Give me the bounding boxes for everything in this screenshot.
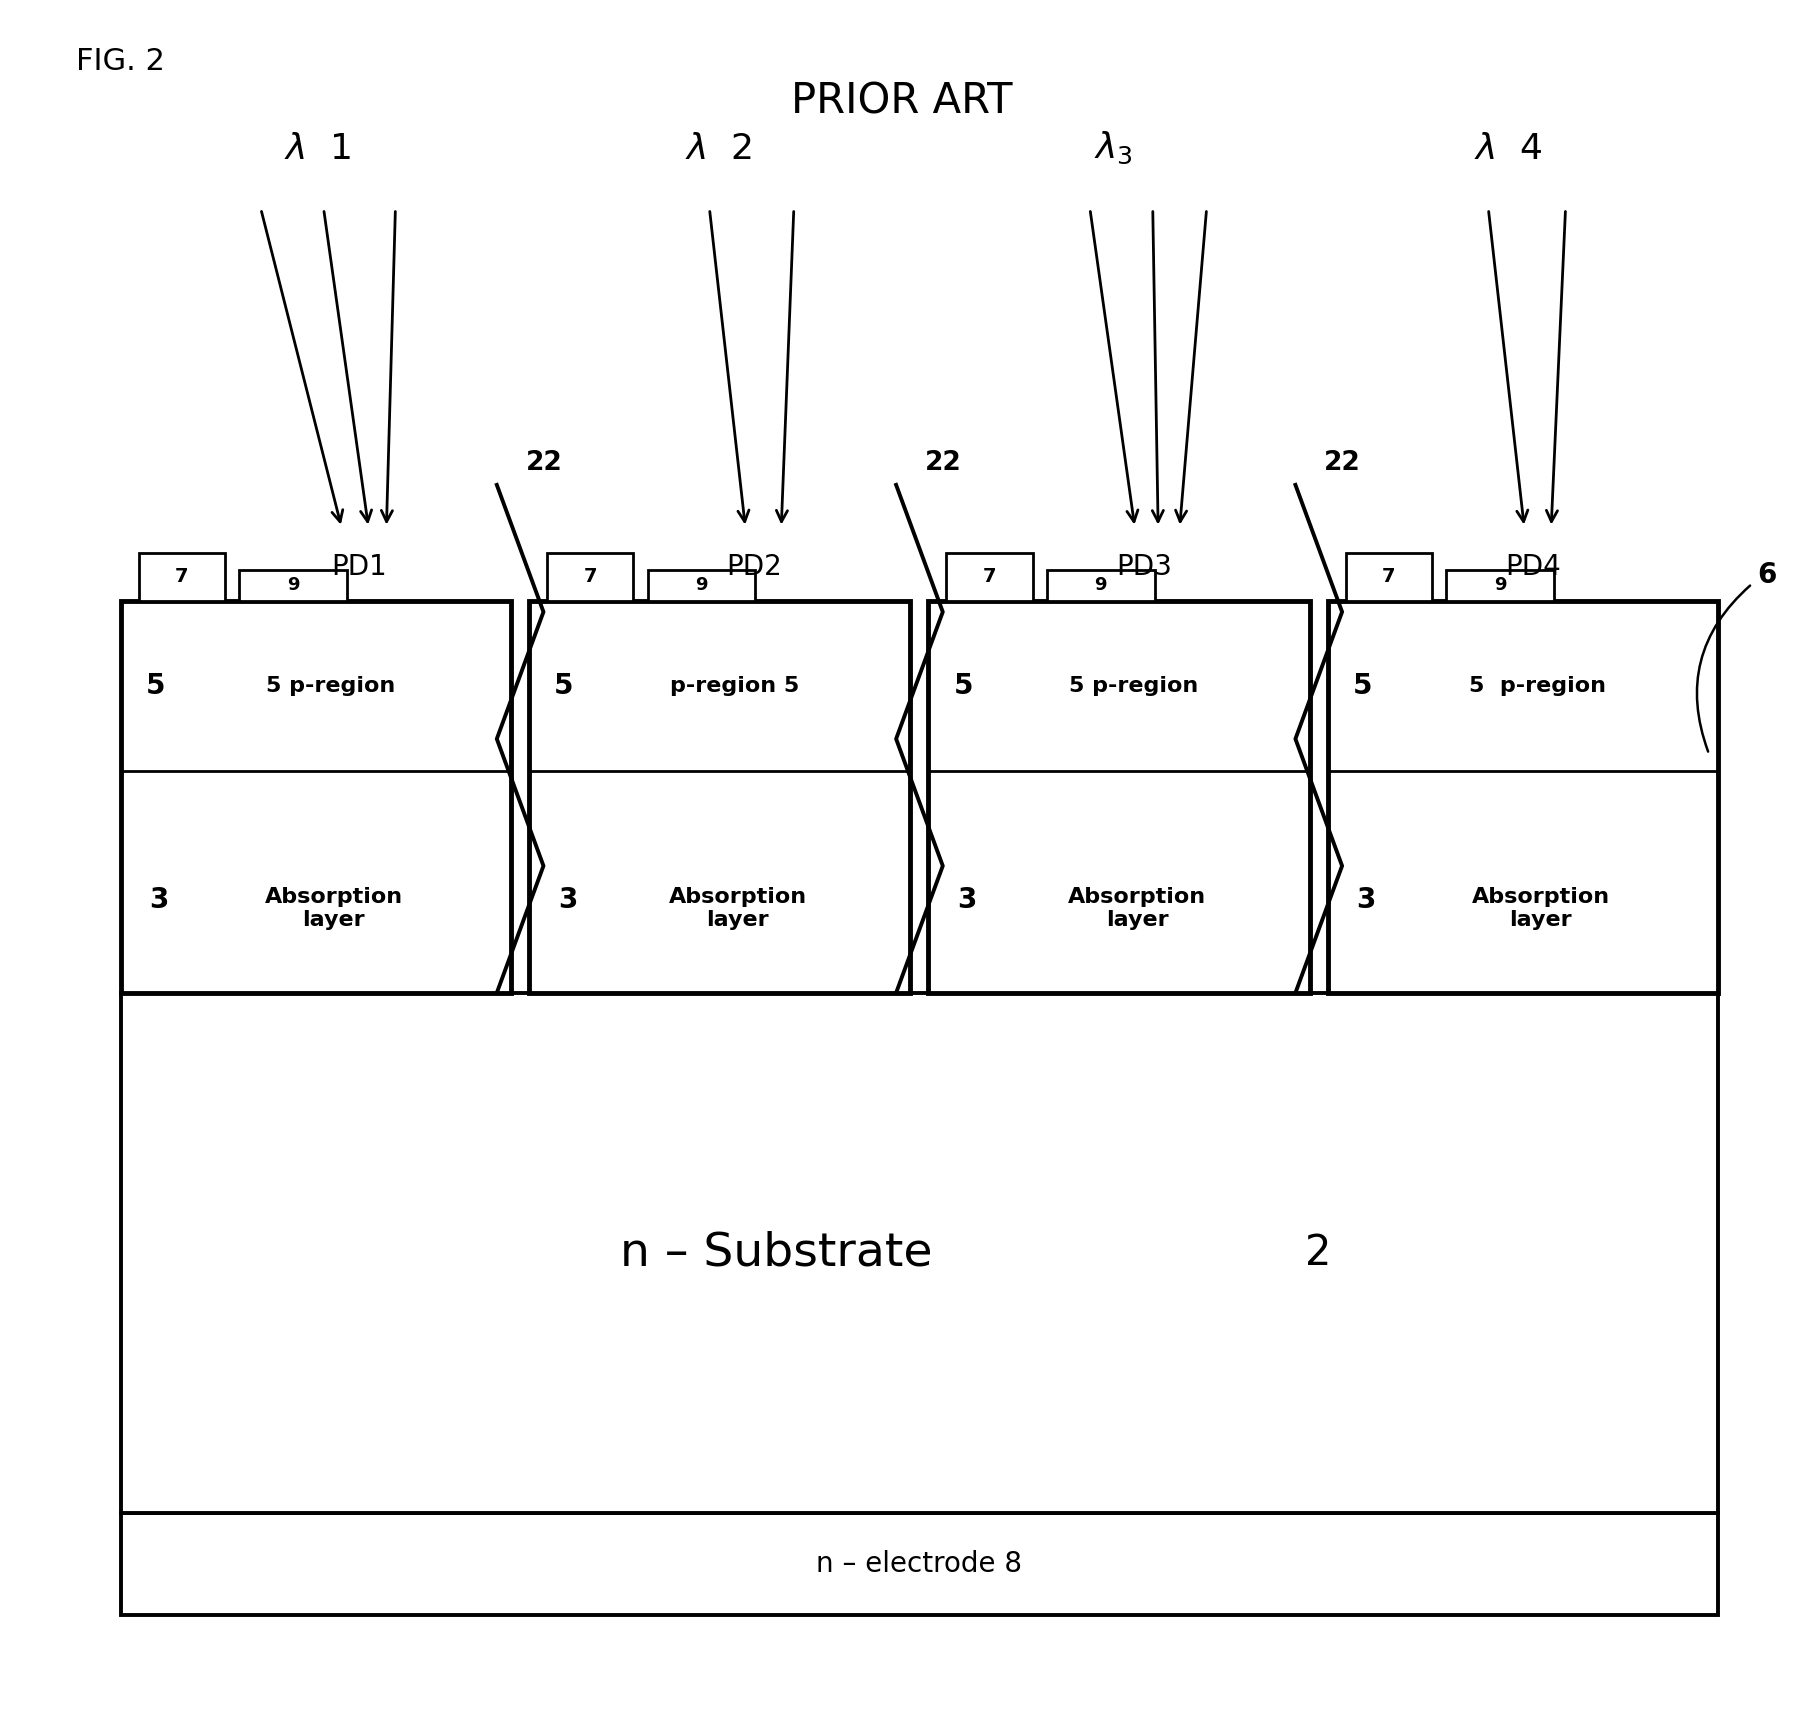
Text: PD1: PD1: [332, 553, 388, 581]
Text: Absorption
layer: Absorption layer: [1067, 887, 1206, 930]
Bar: [1327, 601, 1718, 994]
Text: Absorption
layer: Absorption layer: [669, 887, 806, 930]
Text: PD4: PD4: [1506, 553, 1561, 581]
Text: n – electrode 8: n – electrode 8: [817, 1550, 1022, 1578]
Text: $\lambda_3$: $\lambda_3$: [1094, 130, 1132, 166]
Text: 7: 7: [1383, 567, 1396, 586]
Text: 5  p-region: 5 p-region: [1469, 677, 1606, 695]
Bar: [1345, 553, 1432, 601]
Bar: [947, 553, 1033, 601]
Text: 7: 7: [584, 567, 597, 586]
Text: 5 p-region: 5 p-region: [265, 677, 395, 695]
Text: 9: 9: [696, 577, 707, 594]
Text: 6: 6: [1758, 562, 1778, 589]
Text: $\lambda$  1: $\lambda$ 1: [285, 132, 352, 166]
Text: 3: 3: [150, 886, 169, 913]
Text: 9: 9: [287, 577, 299, 594]
Bar: [1446, 570, 1554, 601]
Bar: [139, 553, 225, 601]
Text: 3: 3: [957, 886, 977, 913]
Bar: [546, 553, 633, 601]
Bar: [1048, 570, 1154, 601]
Text: 2: 2: [1305, 1232, 1332, 1274]
Text: PD2: PD2: [727, 553, 783, 581]
Text: 3: 3: [1356, 886, 1376, 913]
Text: 22: 22: [1323, 451, 1361, 476]
Text: p-region 5: p-region 5: [669, 677, 799, 695]
Text: 5: 5: [146, 671, 166, 701]
Text: Absorption
layer: Absorption layer: [1471, 887, 1610, 930]
Text: 9: 9: [1094, 577, 1107, 594]
Bar: [647, 570, 755, 601]
Text: 5: 5: [1352, 671, 1372, 701]
Text: 3: 3: [557, 886, 577, 913]
Bar: [121, 1513, 1718, 1615]
Text: 7: 7: [983, 567, 997, 586]
Text: PRIOR ART: PRIOR ART: [792, 81, 1011, 123]
Text: Absorption
layer: Absorption layer: [265, 887, 404, 930]
Text: 5 p-region: 5 p-region: [1069, 677, 1197, 695]
Bar: [528, 601, 911, 994]
Text: 5: 5: [954, 671, 974, 701]
Text: PD3: PD3: [1116, 553, 1172, 581]
Text: 22: 22: [925, 451, 961, 476]
Bar: [929, 601, 1309, 994]
Text: 5: 5: [554, 671, 573, 701]
Text: n – Substrate: n – Substrate: [620, 1230, 932, 1276]
Text: 9: 9: [1493, 577, 1506, 594]
Bar: [121, 994, 1718, 1513]
Bar: [240, 570, 346, 601]
Text: 7: 7: [175, 567, 189, 586]
Text: FIG. 2: FIG. 2: [76, 46, 164, 75]
Text: 22: 22: [525, 451, 563, 476]
Text: $\lambda$  4: $\lambda$ 4: [1473, 132, 1543, 166]
Bar: [121, 601, 512, 994]
Text: $\lambda$  2: $\lambda$ 2: [685, 132, 752, 166]
